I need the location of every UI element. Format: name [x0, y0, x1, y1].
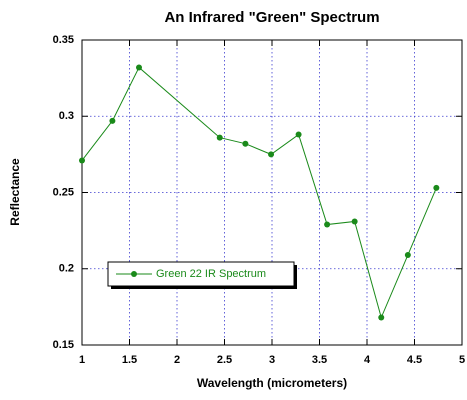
y-axis-label: Reflectance — [8, 158, 22, 226]
y-tick-label: 0.3 — [59, 110, 74, 122]
data-point — [404, 252, 411, 259]
data-point — [216, 134, 223, 141]
series-line — [81, 66, 437, 320]
x-tick-label: 3 — [269, 354, 275, 366]
y-tick-label: 0.25 — [53, 186, 74, 198]
x-tick-label: 2 — [174, 354, 180, 366]
data-point — [242, 140, 249, 147]
x-tick-label: 3.5 — [312, 354, 327, 366]
chart-title: An Infrared "Green" Spectrum — [164, 9, 379, 26]
data-point — [351, 218, 358, 225]
y-tick-label: 0.2 — [59, 263, 74, 275]
y-tick-label: 0.15 — [53, 339, 74, 351]
data-point — [324, 221, 331, 228]
x-tick-label: 4.5 — [407, 354, 422, 366]
data-point — [378, 314, 385, 321]
x-tick-label: 4 — [364, 354, 371, 366]
data-point — [268, 151, 275, 158]
data-point — [136, 64, 142, 71]
legend-label: Green 22 IR Spectrum — [156, 268, 266, 280]
data-point — [433, 184, 440, 191]
x-axis-label: Wavelength (micrometers) — [197, 376, 347, 390]
x-tick-label: 1 — [79, 354, 85, 366]
legend-marker — [131, 271, 137, 277]
data-point — [295, 131, 302, 138]
y-tick-label: 0.35 — [53, 34, 74, 46]
x-tick-label: 5 — [459, 354, 465, 366]
data-point — [79, 157, 85, 164]
data-point — [109, 117, 116, 124]
x-tick-label: 1.5 — [122, 354, 137, 366]
x-tick-label: 2.5 — [217, 354, 232, 366]
